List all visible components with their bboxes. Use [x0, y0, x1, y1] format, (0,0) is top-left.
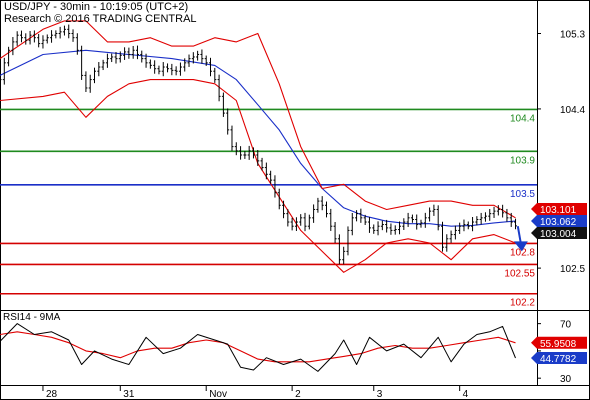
level-label: 104.4: [510, 113, 535, 124]
chart-credit: Research © 2016 TRADING CENTRAL: [4, 13, 197, 25]
time-axis-tick-label: 3: [377, 389, 383, 400]
time-axis-tick-label: 31: [123, 389, 135, 400]
rsi-value-tag-rsi: 44.7782: [540, 354, 577, 365]
value-tag-moving-average-bg: [531, 215, 587, 228]
price-axis-tick-label: 104.4: [560, 105, 585, 116]
price-axis-tick-label: 102.5: [560, 264, 585, 275]
rsi-value-tag-rsi-ma: 55.9508: [540, 339, 577, 350]
forecast-arrow-head: [513, 241, 528, 252]
level-label: 102.2: [510, 298, 535, 309]
level-label: 102.8: [510, 247, 535, 258]
forecast-arrow-shaft: [516, 226, 522, 244]
level-label: 102.55: [504, 268, 535, 279]
price-axis-tick-label: 105.3: [560, 30, 585, 41]
time-axis-tick-label: 28: [46, 389, 58, 400]
value-tag-bollinger: 103.101: [540, 205, 577, 216]
level-label: 103.9: [510, 155, 535, 166]
value-tag-price: 103.004: [540, 229, 577, 240]
price-bars: [0, 24, 518, 265]
rsi-line: [0, 323, 516, 372]
rsi-value-tag-rsi-ma-bg: [531, 336, 587, 349]
rsi-axis-tick-label: 70: [560, 320, 572, 331]
value-tag-price-bg: [531, 227, 587, 240]
bollinger-lower-line: [0, 79, 516, 273]
time-axis-tick-label: 4: [463, 389, 469, 400]
rsi-title: RSI14 - 9MA: [3, 312, 61, 323]
time-axis-tick-label: Nov: [209, 389, 227, 400]
bollinger-upper-line: [0, 20, 516, 219]
time-axis-tick-label: 2: [295, 389, 301, 400]
moving-average-line: [0, 49, 516, 227]
rsi-axis-tick-label: 30: [560, 374, 572, 385]
level-label: 103.5: [510, 189, 535, 200]
value-tag-bollinger-bg: [531, 203, 587, 216]
value-tag-moving-average: 103.062: [540, 217, 577, 228]
chart-title: USD/JPY - 30min - 10:19:05 (UTC+2): [4, 1, 189, 13]
rsi-value-tag-rsi-bg: [531, 352, 587, 365]
